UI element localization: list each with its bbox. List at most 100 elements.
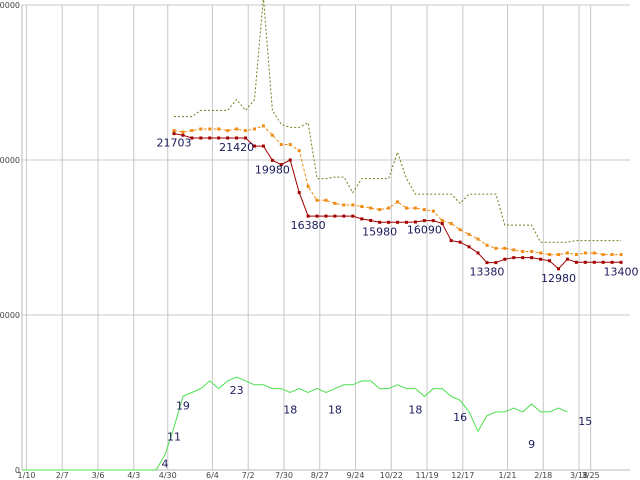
x-tick-label: 7/2: [242, 471, 255, 480]
data-label: 12980: [541, 272, 576, 285]
data-point-avg: [422, 208, 426, 212]
data-point-min: [378, 220, 382, 224]
data-point-min: [422, 219, 426, 223]
data-point-avg: [619, 253, 623, 257]
data-point-avg: [574, 253, 578, 257]
data-point-min: [270, 158, 274, 162]
data-point-min: [226, 136, 230, 140]
data-point-avg: [610, 253, 614, 257]
data-point-min: [369, 218, 373, 222]
data-point-avg: [548, 253, 552, 257]
data-point-min: [530, 256, 534, 260]
data-point-avg: [565, 251, 569, 255]
data-point-min: [261, 144, 265, 148]
x-tick-label: 4/30: [159, 471, 177, 480]
data-point-min: [208, 136, 212, 140]
data-point-min: [476, 251, 480, 255]
x-tick-label: 11/19: [416, 471, 439, 480]
data-point-min: [548, 259, 552, 263]
data-point-avg: [360, 205, 364, 208]
data-point-avg: [199, 127, 203, 131]
x-tick-label: 12/17: [451, 471, 474, 480]
series-group: [22, 0, 623, 471]
x-tick-label: 7/30: [275, 471, 293, 480]
x-tick-label: 2/7: [56, 471, 69, 480]
data-point-min: [610, 260, 614, 264]
data-point-avg: [369, 206, 373, 210]
data-point-min: [351, 214, 355, 218]
x-tick-label: 8/27: [311, 471, 329, 480]
data-label: 11: [167, 430, 181, 443]
data-point-avg: [279, 143, 283, 146]
data-label: 19980: [255, 163, 290, 176]
data-label: 21420: [219, 141, 254, 154]
data-point-avg: [583, 251, 587, 255]
data-point-min: [217, 136, 221, 140]
y-tick-label: 30000: [0, 1, 20, 10]
data-point-min: [619, 260, 623, 264]
data-point-avg: [476, 237, 480, 241]
data-point-min: [404, 220, 408, 224]
data-point-avg: [208, 127, 212, 131]
data-point-avg: [306, 184, 310, 188]
data-point-avg: [458, 228, 462, 232]
data-point-min: [494, 261, 498, 265]
data-point-avg: [503, 246, 507, 250]
data-point-avg: [252, 127, 256, 131]
data-point-avg: [467, 232, 471, 236]
data-point-min: [485, 261, 489, 265]
data-point-min: [583, 260, 587, 264]
data-point-min: [181, 133, 185, 137]
y-tick-label: 0: [15, 466, 20, 475]
data-point-avg: [333, 201, 337, 205]
data-label: 18: [408, 403, 422, 416]
data-point-avg: [324, 198, 328, 202]
x-tick-label: 3/18: [570, 471, 588, 480]
data-label: 16: [453, 411, 467, 424]
data-point-min: [396, 220, 400, 224]
data-point-avg: [181, 130, 185, 134]
data-point-avg: [592, 251, 596, 255]
data-point-avg: [315, 198, 319, 202]
data-point-avg: [387, 206, 391, 210]
data-point-min: [413, 220, 417, 224]
data-point-avg: [601, 253, 605, 257]
data-point-avg: [485, 243, 489, 247]
data-point-min: [288, 158, 292, 162]
data-point-avg: [396, 200, 400, 204]
data-point-min: [387, 220, 391, 224]
x-tick-label: 3/25: [582, 471, 600, 480]
data-label: 13400: [604, 265, 639, 278]
data-label: 18: [283, 403, 297, 416]
data-label: 23: [230, 384, 244, 397]
data-label: 21703: [157, 137, 192, 150]
data-point-min: [190, 136, 194, 140]
data-point-avg: [494, 246, 498, 250]
data-point-min: [333, 214, 337, 218]
x-tick-label: 9/24: [347, 471, 365, 480]
data-point-min: [467, 245, 471, 249]
data-point-avg: [244, 129, 248, 133]
data-point-avg: [556, 253, 560, 257]
data-point-min: [503, 257, 507, 261]
data-point-avg: [190, 129, 194, 133]
data-point-avg: [413, 206, 417, 210]
data-point-min: [235, 136, 239, 140]
data-point-min: [199, 136, 203, 140]
data-point-min: [172, 132, 176, 136]
y-axis: 0 10000 20000 30000: [0, 1, 20, 475]
data-point-min: [521, 256, 525, 260]
data-label: 18: [328, 403, 342, 416]
x-tick-label: 3/6: [92, 471, 105, 480]
data-point-avg: [172, 129, 176, 133]
data-label: 9: [528, 438, 535, 451]
x-tick-label: 2/18: [534, 471, 552, 480]
data-point-min: [512, 256, 516, 260]
data-point-avg: [288, 143, 292, 146]
series-line-max: [174, 0, 622, 243]
x-tick-label: 1/10: [17, 471, 35, 480]
data-label: 13380: [469, 266, 504, 279]
series-line-avg: [173, 125, 622, 256]
